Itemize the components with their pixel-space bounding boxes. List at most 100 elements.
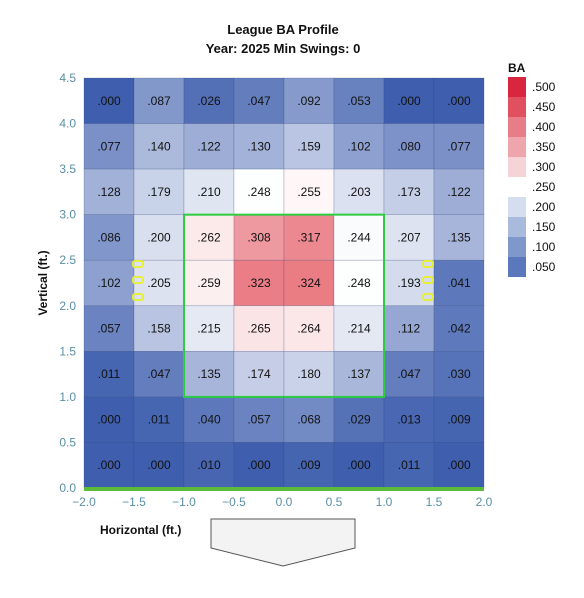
heatmap-cell-label: .262 bbox=[197, 230, 221, 244]
heatmap-cell bbox=[133, 442, 185, 489]
heatmap-cell bbox=[233, 442, 285, 489]
heatmap-cell-label: .030 bbox=[447, 367, 471, 381]
legend-swatch bbox=[508, 237, 526, 257]
x-tick-label: 1.0 bbox=[376, 495, 393, 509]
heatmap-cell bbox=[283, 351, 335, 398]
heatmap-cell bbox=[83, 77, 135, 124]
heatmap-cell bbox=[333, 123, 385, 170]
heatmap-cell-label: .308 bbox=[247, 230, 271, 244]
heatmap-cell-label: .057 bbox=[97, 322, 121, 336]
heatmap-cell bbox=[433, 351, 485, 398]
heatmap-cell bbox=[333, 259, 385, 307]
y-tick-label: 3.0 bbox=[59, 208, 76, 222]
heatmap-cell-label: .137 bbox=[347, 367, 371, 381]
x-tick-label: 1.5 bbox=[426, 495, 443, 509]
heatmap-cell bbox=[433, 123, 485, 170]
heatmap-cell-label: .215 bbox=[197, 322, 221, 336]
heatmap-cell bbox=[233, 259, 285, 307]
heatmap-cell bbox=[183, 77, 235, 124]
legend-swatch bbox=[508, 157, 526, 177]
x-tick-label: 2.0 bbox=[476, 495, 493, 509]
legend-swatch bbox=[508, 137, 526, 157]
heatmap-cell bbox=[83, 168, 135, 215]
heatmap-cell-label: .009 bbox=[297, 458, 321, 472]
heatmap-cell bbox=[183, 442, 235, 489]
heatmap-cell-label: .042 bbox=[447, 322, 471, 336]
legend-label: .150 bbox=[532, 220, 556, 234]
heatmap-cell-label: .265 bbox=[247, 322, 271, 336]
heatmap-cell bbox=[283, 77, 335, 124]
heatmap-cell-label: .000 bbox=[97, 413, 121, 427]
heatmap-cell-label: .324 bbox=[297, 276, 321, 290]
heatmap-cells bbox=[83, 77, 485, 489]
heatmap-cell bbox=[433, 305, 485, 352]
heatmap-cell bbox=[183, 396, 235, 443]
heatmap-cell bbox=[433, 442, 485, 489]
y-tick-label: 3.5 bbox=[59, 162, 76, 176]
heatmap-cell bbox=[133, 123, 185, 170]
heatmap-cell-label: .102 bbox=[347, 139, 371, 153]
y-tick-label: 1.5 bbox=[59, 344, 76, 358]
legend-swatch bbox=[508, 97, 526, 117]
legend-swatch bbox=[508, 257, 526, 277]
legend-label: .100 bbox=[532, 240, 556, 254]
legend-label: .050 bbox=[532, 260, 556, 274]
heatmap-cell bbox=[233, 123, 285, 170]
heatmap-cell bbox=[283, 259, 335, 307]
heatmap-cell-label: .130 bbox=[247, 139, 271, 153]
heatmap-cell-label: .203 bbox=[347, 185, 371, 199]
legend-label: .200 bbox=[532, 200, 556, 214]
heatmap-cell bbox=[183, 259, 235, 307]
heatmap-cell-label: .210 bbox=[197, 185, 221, 199]
heatmap-cell bbox=[433, 259, 485, 307]
heatmap-cell-label: .173 bbox=[397, 185, 421, 199]
y-axis-label: Vertical (ft.) bbox=[36, 250, 50, 315]
legend-title: BA bbox=[508, 61, 526, 75]
heatmap-cell bbox=[433, 396, 485, 443]
heatmap-cell-label: .135 bbox=[197, 367, 221, 381]
y-tick-label: 2.0 bbox=[59, 299, 76, 313]
heatmap-cell-label: .128 bbox=[97, 185, 121, 199]
strike-zone bbox=[183, 213, 385, 398]
x-tick-label: 0.0 bbox=[276, 495, 293, 509]
heatmap-cell-label: .092 bbox=[297, 94, 321, 108]
legend-swatch bbox=[508, 197, 526, 217]
heatmap-cell-label: .000 bbox=[347, 458, 371, 472]
heatmap-cell bbox=[233, 214, 285, 261]
legend-label: .350 bbox=[532, 140, 556, 154]
heatmap-cell-label: .000 bbox=[447, 458, 471, 472]
heatmap-cell bbox=[333, 77, 385, 124]
heatmap-cell bbox=[283, 305, 335, 352]
heatmap-cell bbox=[383, 351, 435, 398]
heatmap-cell-labels: .000 .087 .026 .047 .092 .053 .000 .000 .077 .140… bbox=[97, 94, 471, 472]
heatmap-cell-label: .140 bbox=[147, 139, 171, 153]
y-tick-label: 0.0 bbox=[59, 481, 76, 495]
heatmap-cell-label: .207 bbox=[397, 230, 421, 244]
heatmap-cell bbox=[183, 351, 235, 398]
chart-title: League BA Profile bbox=[227, 22, 338, 37]
heatmap-cell bbox=[133, 77, 185, 124]
heatmap-cell-label: .041 bbox=[447, 276, 471, 290]
heatmap-cell-label: .000 bbox=[147, 458, 171, 472]
heatmap-cell-label: .122 bbox=[197, 139, 221, 153]
heatmap-cell-label: .053 bbox=[347, 94, 371, 108]
heatmap-cell-label: .135 bbox=[447, 230, 471, 244]
heatmap-cell-label: .174 bbox=[247, 367, 271, 381]
heatmap-cell-label: .013 bbox=[397, 413, 421, 427]
heatmap-cell bbox=[433, 77, 485, 124]
heatmap-cell-label: .047 bbox=[397, 367, 421, 381]
legend-swatch bbox=[508, 177, 526, 197]
legend-swatch bbox=[508, 117, 526, 137]
heatmap-cell-label: .000 bbox=[397, 94, 421, 108]
heatmap-cell-label: .264 bbox=[297, 322, 321, 336]
heatmap-cell-label: .077 bbox=[97, 139, 121, 153]
heatmap-cell-label: .193 bbox=[397, 276, 421, 290]
chart-subtitle: Year: 2025 Min Swings: 0 bbox=[206, 41, 361, 56]
heatmap-cell-label: .000 bbox=[97, 94, 121, 108]
heatmap-cell bbox=[283, 442, 335, 489]
heatmap-cell bbox=[183, 168, 235, 215]
heatmap-cell-label: .087 bbox=[147, 94, 171, 108]
heatmap-cell-label: .026 bbox=[197, 94, 221, 108]
heatmap-cell bbox=[283, 396, 335, 443]
